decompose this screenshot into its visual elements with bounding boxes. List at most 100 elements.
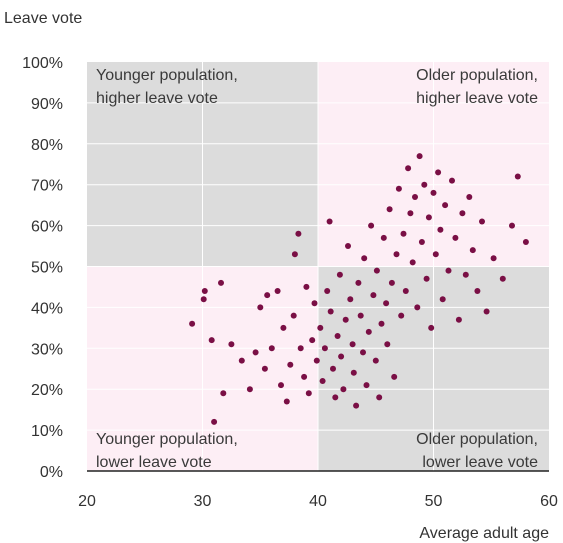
- data-point-3: [208, 337, 215, 344]
- data-point-21: [291, 251, 298, 258]
- data-point-55: [370, 292, 377, 299]
- data-point-32: [321, 345, 328, 352]
- data-point-37: [332, 394, 339, 401]
- data-point-48: [355, 279, 362, 286]
- data-point-26: [305, 390, 312, 397]
- quadrant-label-top-left-line2: higher leave vote: [96, 90, 218, 107]
- data-point-79: [423, 275, 430, 282]
- y-tick-label: 10%: [31, 423, 63, 440]
- data-point-62: [384, 341, 391, 348]
- x-tick-label: 50: [425, 493, 443, 510]
- y-tick-label: 20%: [31, 382, 63, 399]
- data-point-18: [283, 398, 290, 405]
- y-tick-label: 80%: [31, 137, 63, 154]
- data-point-42: [342, 316, 349, 323]
- data-point-23: [297, 345, 304, 352]
- data-point-46: [350, 369, 357, 376]
- data-point-1: [200, 296, 207, 303]
- data-point-19: [287, 361, 294, 368]
- data-point-83: [432, 251, 439, 258]
- data-point-5: [218, 279, 224, 286]
- tick-labels: 20 30 40 50 60 0% 10% 20% 30% 40% 50% 60% 70% 80% 90% 1…: [22, 55, 558, 510]
- data-point-74: [412, 194, 418, 200]
- data-point-47: [353, 402, 360, 409]
- data-point-4: [211, 418, 218, 425]
- x-axis-label: Average adult age: [419, 525, 549, 542]
- y-axis-label: Leave vote: [4, 10, 82, 27]
- x-tick-label: 20: [78, 493, 96, 510]
- data-point-51: [361, 255, 368, 262]
- data-point-75: [414, 304, 421, 311]
- data-point-89: [449, 177, 455, 184]
- quadrant-label-bottom-left-line2: lower leave vote: [96, 454, 212, 471]
- data-point-71: [405, 165, 412, 172]
- data-points: [189, 153, 529, 425]
- quadrant-label-bottom-right-line2: lower leave vote: [422, 454, 538, 471]
- data-point-99: [490, 255, 497, 262]
- data-point-41: [340, 386, 347, 393]
- data-point-61: [383, 300, 390, 307]
- data-point-30: [317, 324, 324, 331]
- data-point-102: [514, 173, 521, 180]
- data-point-25: [303, 283, 310, 290]
- data-point-20: [290, 312, 297, 319]
- data-point-13: [264, 292, 271, 299]
- y-tick-label: 90%: [31, 96, 63, 113]
- data-point-98: [483, 308, 490, 315]
- data-point-0: [189, 320, 196, 327]
- y-tick-label: 40%: [31, 300, 63, 317]
- data-point-78: [421, 181, 428, 188]
- data-point-33: [324, 288, 331, 294]
- data-point-81: [428, 324, 435, 331]
- data-point-101: [509, 222, 515, 229]
- data-point-93: [462, 271, 469, 278]
- data-point-67: [395, 185, 402, 192]
- x-tick-label: 40: [309, 493, 327, 510]
- data-point-103: [522, 239, 529, 245]
- x-tick-label: 30: [194, 493, 212, 510]
- data-point-86: [439, 296, 446, 303]
- data-point-11: [257, 304, 264, 311]
- data-point-6: [220, 390, 227, 397]
- quadrant-labels: Younger population, higher leave vote Ol…: [96, 67, 538, 471]
- y-tick-label: 50%: [31, 260, 63, 277]
- gridlines: [87, 62, 549, 471]
- data-point-10: [252, 349, 259, 356]
- data-point-15: [274, 288, 281, 294]
- data-point-73: [409, 259, 416, 266]
- data-point-16: [278, 382, 284, 389]
- data-point-14: [268, 345, 275, 352]
- data-point-44: [347, 296, 354, 303]
- data-point-70: [402, 288, 409, 294]
- data-point-27: [309, 337, 316, 344]
- data-point-76: [416, 153, 423, 160]
- data-point-72: [407, 210, 414, 217]
- data-point-66: [393, 251, 400, 258]
- data-point-90: [452, 234, 459, 241]
- data-point-7: [228, 341, 235, 348]
- data-point-40: [338, 353, 345, 360]
- y-tick-label: 0%: [40, 464, 63, 481]
- data-point-9: [246, 386, 253, 393]
- data-point-97: [479, 218, 485, 225]
- data-point-17: [280, 324, 287, 331]
- x-tick-label: 60: [540, 493, 558, 510]
- data-point-35: [327, 308, 334, 315]
- y-tick-label: 70%: [31, 178, 63, 195]
- quadrant-label-top-right-line1: Older population,: [416, 67, 538, 84]
- data-point-68: [398, 312, 405, 319]
- data-point-36: [330, 365, 336, 372]
- data-point-60: [380, 234, 387, 241]
- data-point-8: [238, 357, 245, 364]
- data-point-88: [445, 267, 452, 274]
- data-point-2: [201, 288, 208, 294]
- y-tick-label: 30%: [31, 341, 63, 358]
- data-point-96: [474, 288, 481, 294]
- data-point-39: [336, 271, 343, 278]
- data-point-94: [466, 194, 473, 200]
- data-point-49: [357, 312, 364, 319]
- data-point-82: [430, 189, 437, 196]
- data-point-59: [378, 320, 385, 327]
- data-point-80: [425, 214, 432, 221]
- data-point-87: [442, 202, 449, 209]
